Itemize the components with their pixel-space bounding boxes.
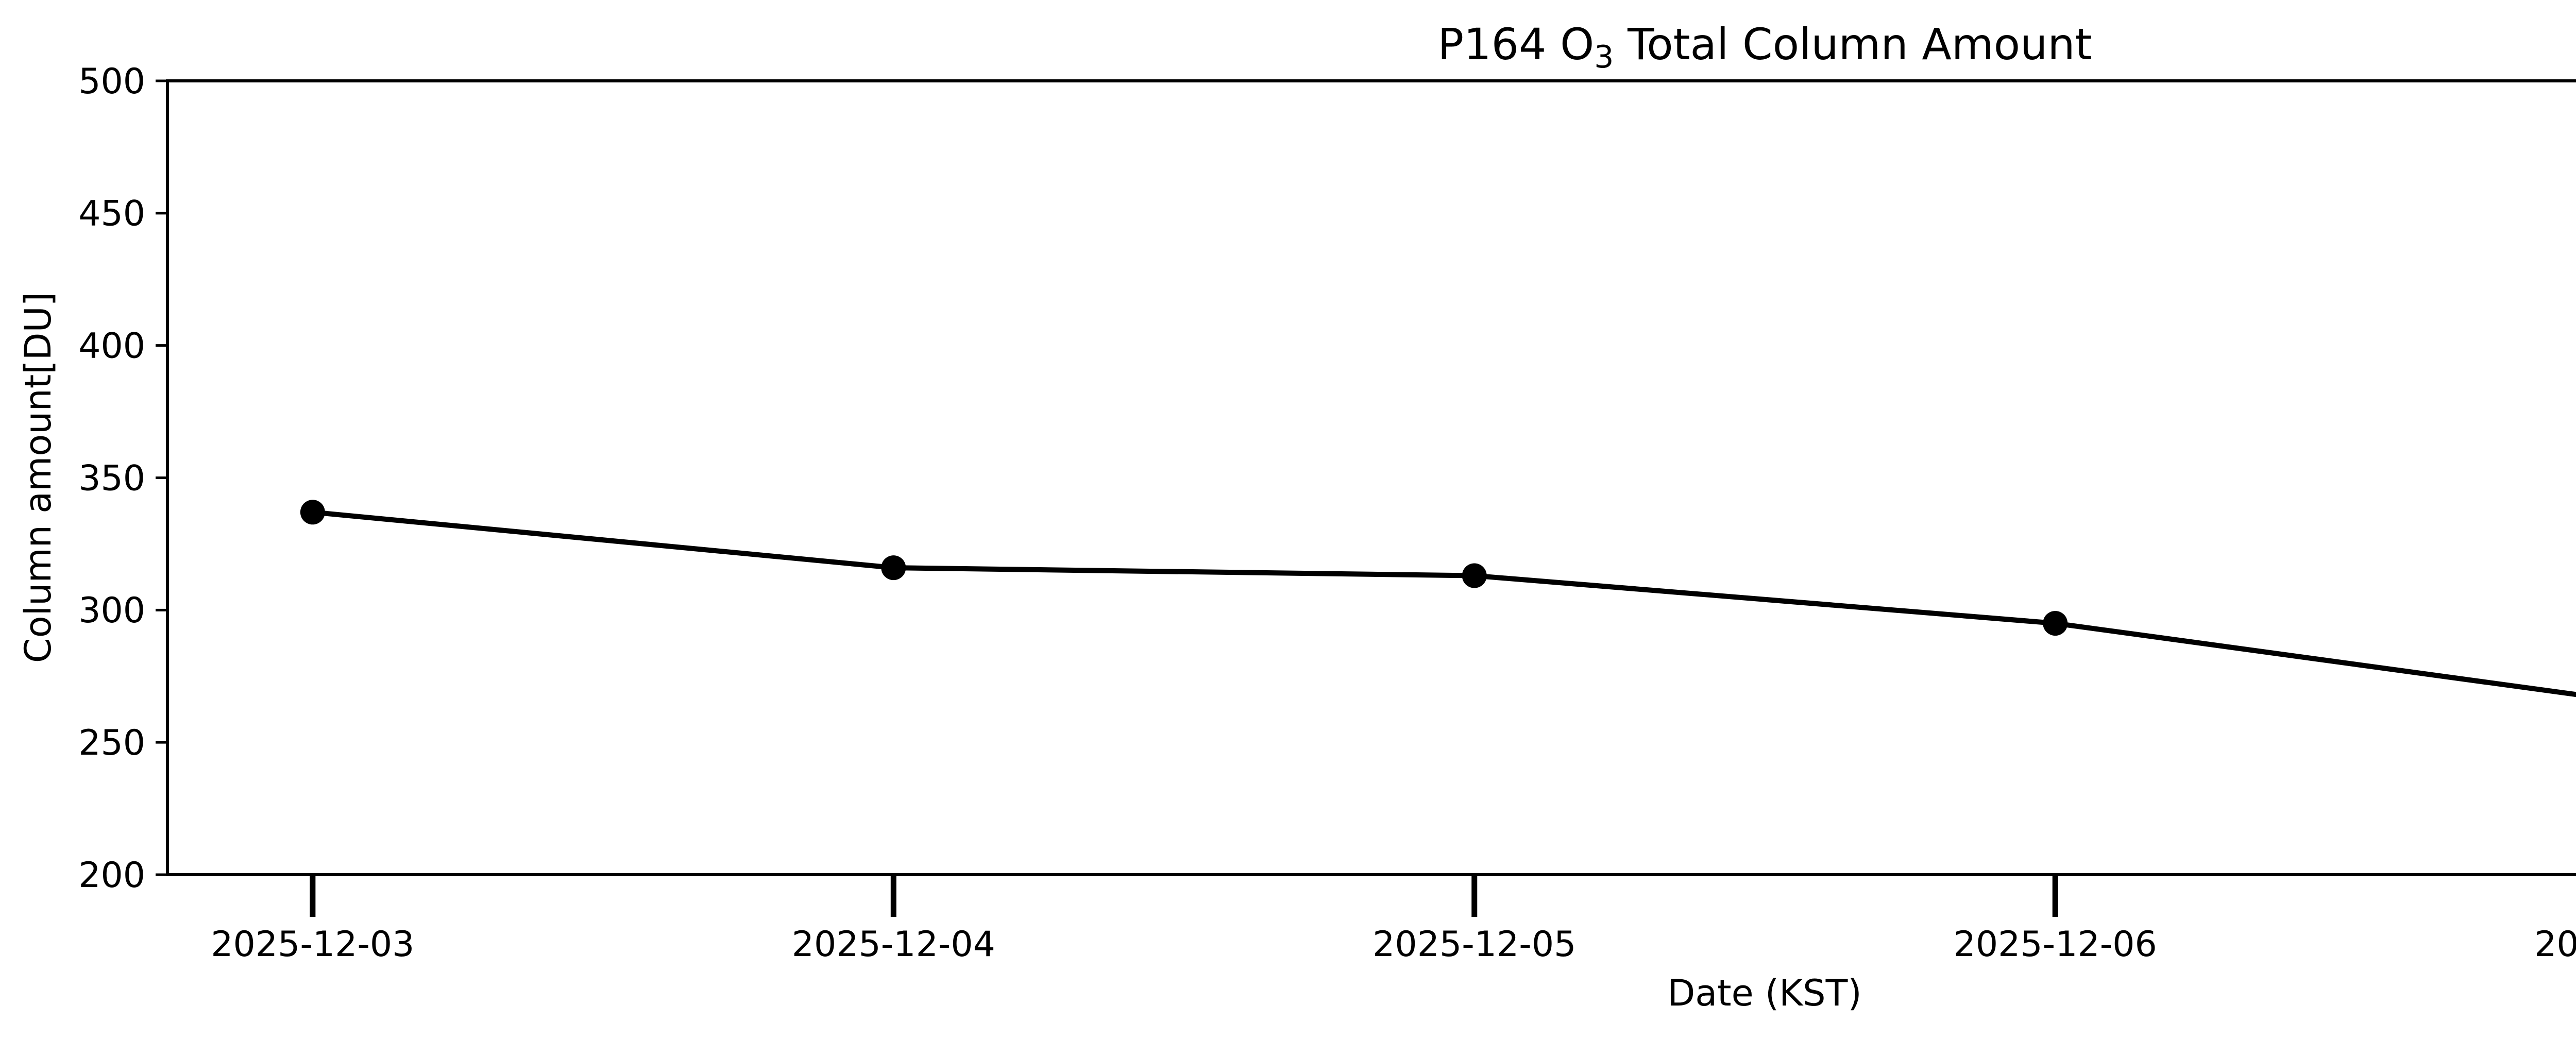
- x-tick-label: 2025-12-05: [1372, 924, 1576, 965]
- y-tick-label: 350: [78, 458, 145, 499]
- y-tick-label: 200: [78, 855, 145, 896]
- y-tick-label: 450: [78, 194, 145, 234]
- y-tick-label: 400: [78, 326, 145, 366]
- y-axis-label: Column amount[DU]: [17, 292, 59, 663]
- y-tick-label: 250: [78, 723, 145, 763]
- y-tick-label: 300: [78, 590, 145, 631]
- data-point: [2043, 611, 2068, 636]
- data-point: [1462, 563, 1487, 588]
- x-tick-label: 2025-12-04: [792, 924, 995, 965]
- y-tick-label: 500: [78, 61, 145, 102]
- x-tick-label: 2025-12-07: [2534, 924, 2576, 965]
- data-point: [881, 555, 906, 581]
- chart-title: P164 O3 Total Column Amount: [1437, 19, 2092, 75]
- plot-frame: [166, 79, 2576, 876]
- x-tick-label: 2025-12-03: [211, 924, 414, 965]
- data-line: [310, 509, 2576, 697]
- x-axis-label: Date (KST): [1667, 972, 1861, 1014]
- x-tick-label: 2025-12-06: [1954, 924, 2157, 965]
- data-point: [300, 500, 325, 525]
